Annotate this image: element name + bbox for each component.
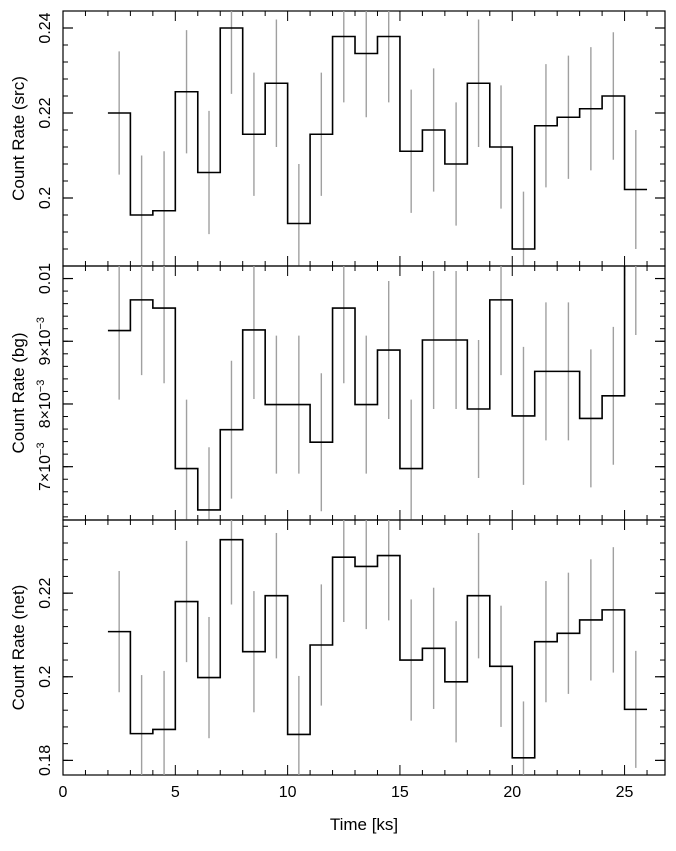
panel-2-data — [107, 266, 637, 520]
panel-1-ytick-label: 0.24 — [37, 12, 54, 43]
panel-3-ytick-label: 0.22 — [37, 577, 54, 608]
panel-1-step-line — [107, 27, 648, 250]
panel-1-ylabel: Count Rate (src) — [9, 76, 28, 201]
panel-2-ytick-label: 7×10−3 — [35, 442, 54, 491]
panel-1: 0.2 0.22 0.24 Count Rate (src) — [9, 10, 666, 267]
panel-1-frame — [62, 10, 666, 267]
panel-2-ylabel: Count Rate (bg) — [9, 333, 28, 454]
panel-3-frame — [62, 519, 666, 776]
panels-layer: 0.2 0.22 0.24 Count Rate (src) 7×10−3 8×10−3 9… — [9, 10, 666, 834]
panel-3: 0.18 0.2 0.22 Count Rate (net) — [9, 519, 666, 776]
x-tick-label: 10 — [279, 784, 297, 801]
panel-2-step-line — [107, 266, 626, 511]
x-tick-label: 25 — [616, 784, 634, 801]
panel-3-step-line — [107, 538, 648, 759]
x-tick-label: 15 — [391, 784, 409, 801]
panel-3-ytick-label: 0.18 — [37, 745, 54, 776]
panel-3-ylabel: Count Rate (net) — [9, 585, 28, 711]
panel-1-ytick-label: 0.2 — [37, 187, 54, 209]
panel-3-ytick-label: 0.2 — [37, 666, 54, 688]
x-tick-label: 5 — [171, 784, 180, 801]
panel-3-data — [107, 520, 648, 775]
panel-2-ytick-label: 8×10−3 — [35, 380, 54, 429]
panel-2-ytick-label: 9×10−3 — [35, 317, 54, 366]
x-tick-label: 20 — [503, 784, 521, 801]
panel-2: 7×10−3 8×10−3 9×10−3 0.01 Count Rate (bg) — [9, 263, 666, 521]
x-tick-label: 0 — [59, 784, 68, 801]
panel-1-ytick-label: 0.22 — [37, 97, 54, 128]
panel-2-ytick-label: 0.01 — [37, 263, 54, 294]
panel-1-data — [107, 11, 648, 266]
x-axis-label: Time [ks] — [330, 815, 398, 834]
